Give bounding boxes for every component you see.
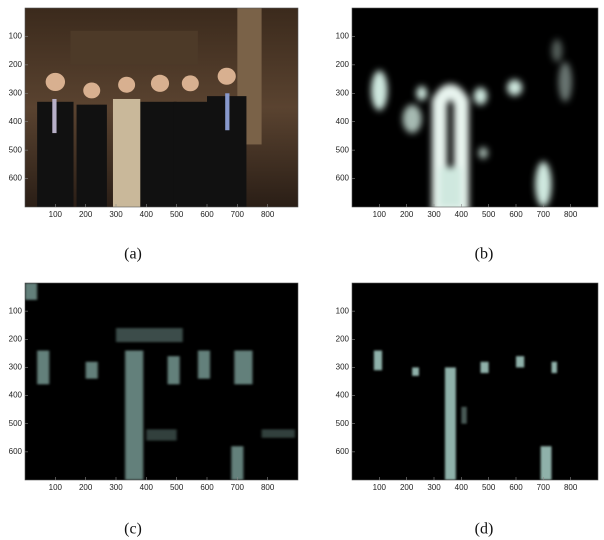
x-tick-label: 200 <box>400 210 414 219</box>
y-tick-label: 300 <box>336 363 350 372</box>
x-tick-label: 700 <box>537 483 551 492</box>
x-tick-label: 700 <box>231 483 245 492</box>
x-tick-label: 600 <box>509 483 523 492</box>
y-tick-label: 100 <box>9 306 23 315</box>
panel-caption: (b) <box>475 246 494 263</box>
x-tick-label: 400 <box>455 483 469 492</box>
x-tick-label: 300 <box>109 210 123 219</box>
y-tick-label: 300 <box>9 363 23 372</box>
x-tick-label: 400 <box>140 483 154 492</box>
x-tick-label: 600 <box>509 210 523 219</box>
x-tick-label: 700 <box>231 210 245 219</box>
y-tick-label: 100 <box>9 32 23 41</box>
y-tick-label: 600 <box>336 174 350 183</box>
y-tick-label: 200 <box>336 60 350 69</box>
y-tick-label: 500 <box>9 419 23 428</box>
x-tick-label: 200 <box>79 483 93 492</box>
x-tick-label: 200 <box>79 210 93 219</box>
y-tick-label: 400 <box>9 391 23 400</box>
saliency-panel <box>352 8 598 207</box>
y-tick-label: 400 <box>9 117 23 126</box>
y-tick-label: 600 <box>336 447 350 456</box>
y-tick-label: 300 <box>9 88 23 97</box>
x-tick-label: 800 <box>564 210 578 219</box>
y-tick-label: 500 <box>336 419 350 428</box>
x-tick-label: 500 <box>482 483 496 492</box>
y-tick-label: 200 <box>9 60 23 69</box>
x-tick-label: 300 <box>109 483 123 492</box>
x-tick-label: 500 <box>170 210 184 219</box>
figure: (a) (b) (c) (d) 100 200 300 400 500 600 700 800… <box>0 0 604 540</box>
x-tick-label: 800 <box>261 210 275 219</box>
y-tick-label: 400 <box>336 391 350 400</box>
y-tick-label: 200 <box>336 334 350 343</box>
x-tick-label: 100 <box>49 483 63 492</box>
y-tick-label: 100 <box>336 306 350 315</box>
result-panel <box>352 283 598 480</box>
x-tick-label: 600 <box>200 210 214 219</box>
x-tick-label: 800 <box>261 483 275 492</box>
y-tick-label: 100 <box>336 32 350 41</box>
y-tick-label: 200 <box>9 334 23 343</box>
edge-panel <box>25 283 298 480</box>
panel-caption: (d) <box>475 521 494 538</box>
x-tick-label: 400 <box>455 210 469 219</box>
x-tick-label: 700 <box>537 210 551 219</box>
x-tick-label: 600 <box>200 483 214 492</box>
y-tick-label: 500 <box>9 145 23 154</box>
y-tick-label: 500 <box>336 145 350 154</box>
y-tick-label: 600 <box>9 174 23 183</box>
x-tick-label: 800 <box>564 483 578 492</box>
x-tick-label: 500 <box>482 210 496 219</box>
x-tick-label: 300 <box>427 483 441 492</box>
x-tick-label: 500 <box>170 483 184 492</box>
y-tick-label: 600 <box>9 447 23 456</box>
y-tick-label: 400 <box>336 117 350 126</box>
panel-caption: (c) <box>124 521 142 538</box>
photo-panel <box>25 8 298 207</box>
x-tick-label: 200 <box>400 483 414 492</box>
y-tick-label: 300 <box>336 88 350 97</box>
x-tick-label: 100 <box>373 210 387 219</box>
x-tick-label: 300 <box>427 210 441 219</box>
x-tick-label: 100 <box>373 483 387 492</box>
x-tick-label: 100 <box>49 210 63 219</box>
panel-caption: (a) <box>124 246 142 263</box>
x-tick-label: 400 <box>140 210 154 219</box>
